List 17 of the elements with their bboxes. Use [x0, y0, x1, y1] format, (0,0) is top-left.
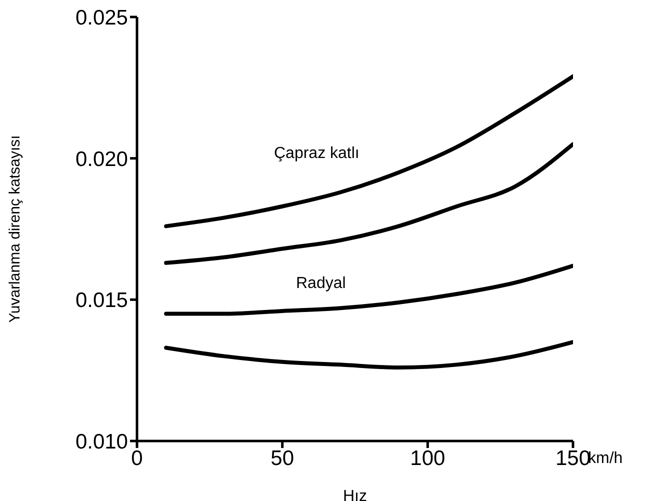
- text: km/h: [588, 450, 623, 468]
- x-tick-label: 150: [555, 446, 591, 470]
- y-tick-label: 0.020: [75, 148, 128, 171]
- line-series: [164, 340, 573, 370]
- line-series: [164, 74, 573, 228]
- annotation: Çapraz katlı: [274, 145, 360, 163]
- y-tick-label: 0.010: [75, 430, 128, 454]
- x-axis-title: Hız: [343, 488, 367, 501]
- y-tick-label: 0.015: [75, 289, 128, 312]
- annotation: Radyal: [296, 275, 346, 293]
- line-series: [164, 264, 573, 316]
- x-tick-label: 100: [410, 446, 446, 470]
- x-tick-label: 0: [131, 446, 143, 470]
- y-axis-title: Yuvarlanma direnç katsayısı: [6, 135, 24, 323]
- line-series: [164, 142, 573, 265]
- y-tick-label: 0.025: [75, 6, 128, 30]
- x-tick-label: 50: [270, 446, 294, 470]
